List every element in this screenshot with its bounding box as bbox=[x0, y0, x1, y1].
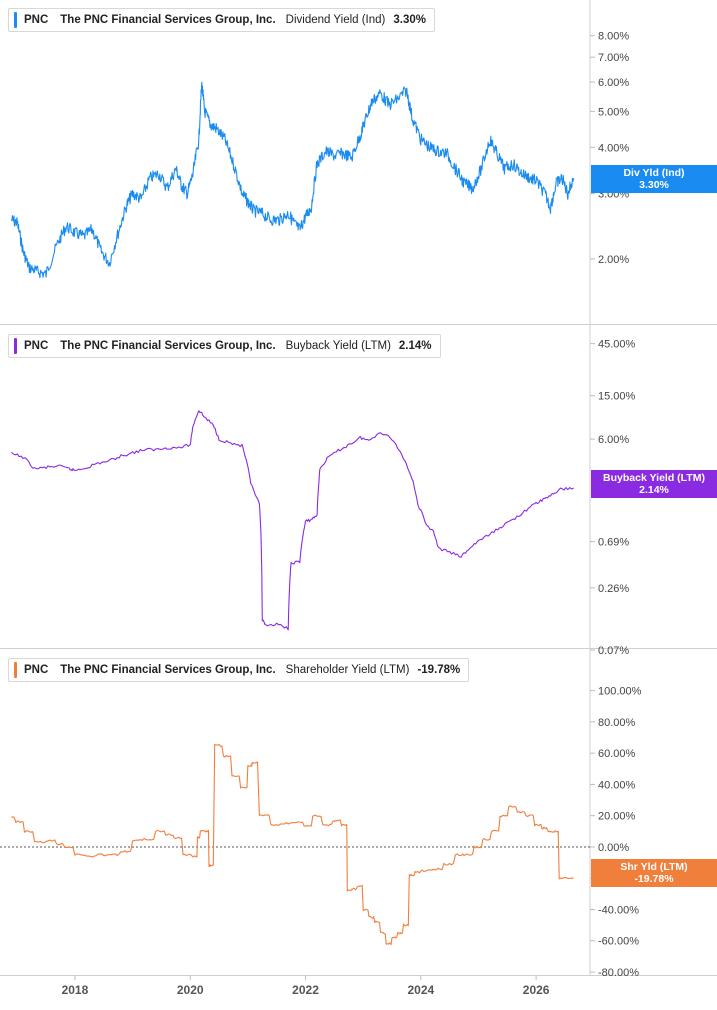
series-line-1 bbox=[10, 81, 575, 279]
badge-label: Div Yld (Ind) bbox=[623, 167, 685, 179]
legend-metric: Buyback Yield (LTM) bbox=[285, 340, 391, 352]
panel-3-group: 100.00%80.00%60.00%40.00%20.00%0.00%-20-… bbox=[0, 686, 642, 979]
legend-value: -19.78% bbox=[417, 664, 461, 676]
y-tick-label: -60.00% bbox=[598, 936, 639, 948]
y-tick-label: 20.00% bbox=[598, 811, 636, 823]
y-tick-label: 45.00% bbox=[598, 339, 636, 351]
y-tick-label: 5.00% bbox=[598, 106, 629, 118]
legend-company: The PNC Financial Services Group, Inc. bbox=[60, 14, 276, 26]
x-tick-label: 2018 bbox=[62, 983, 89, 997]
panel-1-group: 8.00%7.00%6.00%5.00%4.00%3.00%2.00% bbox=[10, 31, 629, 279]
y-tick-label: 4.00% bbox=[598, 142, 629, 154]
y-tick-label: 15.00% bbox=[598, 391, 636, 403]
y-tick-label: 0.07% bbox=[598, 645, 629, 657]
badge-label: Buyback Yield (LTM) bbox=[603, 472, 705, 484]
dividend-yield-value-badge: Div Yld (Ind) 3.30% bbox=[591, 165, 717, 193]
shareholder-yield-value-badge: Shr Yld (LTM) -19.78% bbox=[591, 859, 717, 887]
y-tick-label: 60.00% bbox=[598, 748, 636, 760]
legend-value: 2.14% bbox=[398, 340, 432, 352]
series-swatch bbox=[14, 12, 17, 28]
badge-label: Shr Yld (LTM) bbox=[620, 861, 688, 873]
legend-metric: Shareholder Yield (LTM) bbox=[285, 664, 410, 676]
legend-value: 3.30% bbox=[393, 14, 426, 26]
badge-value: -19.78% bbox=[634, 873, 674, 885]
series-swatch bbox=[14, 338, 17, 354]
y-tick-label: 80.00% bbox=[598, 717, 636, 729]
series-line-2 bbox=[11, 410, 574, 631]
legend-company: The PNC Financial Services Group, Inc. bbox=[60, 664, 276, 676]
y-tick-label: -40.00% bbox=[598, 904, 639, 916]
x-tick-label: 2024 bbox=[407, 983, 434, 997]
series-line-3 bbox=[11, 743, 574, 946]
legend-ticker: PNC bbox=[24, 340, 49, 352]
y-tick-label: 6.00% bbox=[598, 77, 629, 89]
y-tick-label: 100.00% bbox=[598, 686, 642, 698]
x-tick-label: 2026 bbox=[523, 983, 550, 997]
series-swatch bbox=[14, 662, 17, 678]
y-tick-label: 8.00% bbox=[598, 31, 629, 43]
y-tick-label: 6.00% bbox=[598, 434, 629, 446]
legend-buyback-yield[interactable]: PNC The PNC Financial Services Group, In… bbox=[8, 334, 441, 358]
panel-2-group: 45.00% 15.00% 6.00% 0.69% 0.26% 0.07% bbox=[11, 339, 636, 657]
legend-company: The PNC Financial Services Group, Inc. bbox=[60, 340, 276, 352]
y-tick-label: 40.00% bbox=[598, 779, 636, 791]
legend-dividend-yield[interactable]: PNC The PNC Financial Services Group, In… bbox=[8, 8, 435, 32]
y-tick-label: 0.00% bbox=[598, 842, 629, 854]
legend-ticker: PNC bbox=[24, 14, 49, 26]
badge-value: 3.30% bbox=[639, 179, 669, 191]
badge-value: 2.14% bbox=[639, 484, 669, 496]
y-tick-label: 7.00% bbox=[598, 52, 629, 64]
x-tick-label: 2022 bbox=[292, 983, 319, 997]
legend-metric: Dividend Yield (Ind) bbox=[285, 14, 386, 26]
legend-shareholder-yield[interactable]: PNC The PNC Financial Services Group, In… bbox=[8, 658, 470, 682]
y-tick-label: 2.00% bbox=[598, 254, 629, 266]
y-tick-label: -80.00% bbox=[598, 967, 639, 979]
x-tick-label: 2020 bbox=[177, 983, 204, 997]
y-tick-label: 0.26% bbox=[598, 583, 629, 595]
legend-ticker: PNC bbox=[24, 664, 49, 676]
buyback-yield-value-badge: Buyback Yield (LTM) 2.14% bbox=[591, 470, 717, 498]
y-tick-label: 0.69% bbox=[598, 537, 629, 549]
